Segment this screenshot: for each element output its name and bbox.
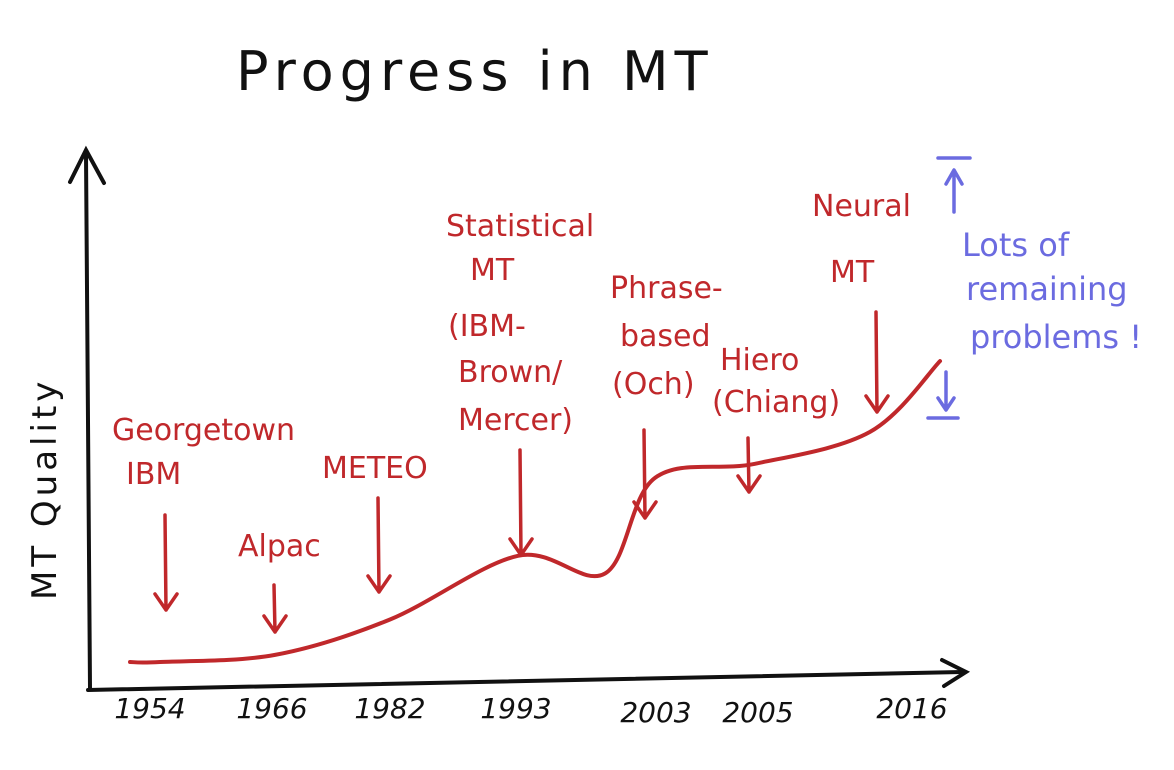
annotation-label-line: (IBM-	[448, 309, 526, 344]
side-note-line-1: Lots of	[962, 226, 1070, 264]
annotation-arrow-icon	[508, 448, 534, 557]
annotation-label-line: MT	[470, 253, 515, 288]
side-note-up-arrow-icon	[944, 168, 964, 214]
y-axis-label: MT Quality	[25, 378, 65, 600]
annotations-layer: Georgetown IBM Alpac METEO Statistical MT (IBM…	[112, 189, 911, 634]
annotation-label-line: Phrase-	[610, 271, 723, 306]
annotation: Alpac	[238, 529, 321, 634]
annotation-label-line: Brown/	[458, 355, 563, 390]
x-tick-labels: 1954 1966 1982 1993 2003 2005 2016	[114, 692, 947, 729]
annotation-label-line: Georgetown	[112, 413, 295, 448]
annotation-arrow-icon	[736, 436, 762, 494]
annotation-label-line: Statistical	[446, 209, 594, 244]
y-axis-label-group: MT Quality	[25, 378, 65, 600]
x-tick-label: 1954	[114, 692, 185, 725]
side-note-line-2: remaining	[966, 270, 1128, 308]
x-tick-label: 2005	[722, 696, 793, 729]
y-axis-arrowhead	[68, 145, 106, 185]
axes	[68, 145, 971, 692]
annotation: Neural MT	[812, 189, 911, 414]
annotation-label-line: (Och)	[612, 367, 695, 402]
annotation-label: Alpac	[238, 529, 321, 564]
annotation-label-line: Mercer)	[458, 403, 573, 438]
annotation-label-line: MT	[830, 255, 875, 290]
x-axis-arrowhead	[940, 658, 971, 688]
y-axis-line	[84, 153, 92, 690]
series-line	[128, 359, 942, 665]
annotation-label-line: (Chiang)	[712, 385, 840, 420]
x-tick-label: 2016	[876, 692, 947, 725]
annotation: Hiero (Chiang)	[712, 343, 840, 494]
series-layer	[128, 359, 942, 665]
annotation-arrow-icon	[864, 310, 890, 414]
side-note-down-arrow-icon	[936, 370, 956, 412]
annotation-arrow-icon	[366, 496, 392, 594]
annotation-label: Hiero (Chiang)	[712, 343, 840, 420]
annotation-label: Phrase-based (Och)	[610, 271, 723, 402]
annotation: Statistical MT (IBM- Brown/Mercer)	[446, 209, 594, 557]
x-tick-label: 1993	[480, 692, 551, 725]
x-axis-line	[86, 670, 964, 692]
annotation: Phrase-based (Och)	[610, 271, 723, 520]
annotation-label: Statistical MT (IBM- Brown/Mercer)	[446, 209, 594, 438]
annotation-label-line: Neural	[812, 189, 911, 224]
x-tick-label: 1982	[354, 692, 425, 725]
annotation-label-line: Hiero	[720, 343, 799, 378]
annotation-label-line: IBM	[126, 457, 181, 492]
annotation: METEO	[322, 451, 428, 594]
annotation-label-line: based	[620, 319, 711, 354]
annotation-arrow-icon	[632, 428, 658, 520]
x-tick-label: 2003	[620, 696, 691, 729]
annotation-label: Neural MT	[812, 189, 911, 290]
annotation-arrow-icon	[153, 513, 179, 612]
side-note-text: Lots of remaining problems !	[962, 226, 1142, 356]
annotation-arrow-icon	[262, 583, 288, 634]
annotation-label: Georgetown IBM	[112, 413, 295, 492]
x-tick-label: 1966	[236, 692, 307, 725]
annotation-label: METEO	[322, 451, 428, 486]
annotation: Georgetown IBM	[112, 413, 295, 612]
annotation-label-line: METEO	[322, 451, 428, 486]
annotation-label-line: Alpac	[238, 529, 321, 564]
chart-title: Progress in MT	[236, 40, 714, 103]
side-note-group: Lots of remaining problems !	[926, 156, 1142, 420]
side-note-line-3: problems !	[970, 318, 1142, 356]
